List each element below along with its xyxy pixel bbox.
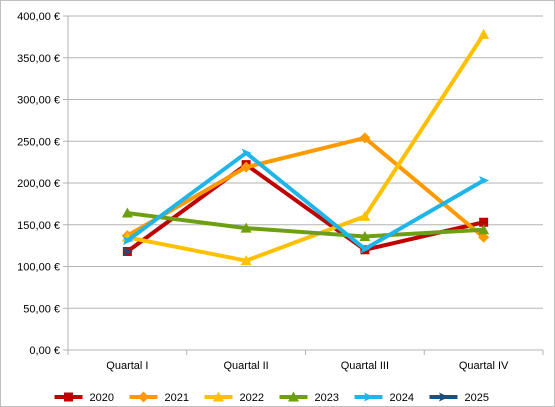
data-point — [241, 148, 252, 158]
legend-item: 2020 — [54, 392, 114, 404]
y-tick-label: 200,00 € — [17, 178, 60, 190]
y-tick-label: 150,00 € — [17, 220, 60, 232]
x-axis-ticks: Quartal I Quartal II Quartal III Quartal IV — [106, 360, 509, 372]
series-2023 — [121, 207, 490, 241]
data-point — [359, 230, 371, 241]
data-point — [479, 217, 489, 227]
legend-item: 2021 — [129, 391, 189, 404]
y-tick-label: 300,00 € — [17, 95, 60, 107]
series-line — [126, 150, 485, 251]
data-point — [478, 224, 490, 235]
data-point — [359, 210, 371, 221]
legend-swatch-marker — [213, 391, 224, 402]
data-point — [240, 161, 252, 173]
y-tick-label: 100,00 € — [17, 262, 60, 274]
legend-item: 2024 — [354, 392, 414, 404]
legend-label: 2024 — [390, 392, 414, 404]
data-point — [121, 207, 133, 218]
y-tick-label: 400,00 € — [17, 11, 60, 23]
legend-label: 2022 — [240, 392, 264, 404]
series-2021 — [121, 132, 490, 243]
x-tick-label: Quartal II — [224, 360, 269, 372]
legend-swatch-marker — [288, 391, 299, 402]
series-2022 — [121, 28, 490, 266]
legend-swatch-marker — [364, 392, 374, 402]
legend-item: 2023 — [279, 391, 339, 404]
axes — [63, 15, 544, 355]
legend-swatch-marker — [439, 392, 449, 402]
legend-item: 2022 — [204, 391, 264, 404]
legend: 2020 2021 2022 2023 2024 2025 — [54, 391, 489, 404]
legend-label: 2020 — [90, 392, 114, 404]
data-point — [240, 222, 252, 233]
data-point — [360, 244, 371, 254]
data-point — [122, 236, 133, 246]
y-axis-ticks: 0,00 € 50,00 € 100,00 € 150,00 € 200,00 € 250… — [17, 11, 60, 357]
legend-swatch-marker — [138, 391, 149, 403]
x-tick-label: Quartal I — [106, 360, 148, 372]
grid — [68, 15, 543, 309]
series-line — [127, 211, 484, 239]
legend-swatch-marker — [64, 392, 73, 402]
data-point — [240, 255, 252, 266]
data-point — [359, 132, 371, 144]
data-point — [478, 231, 490, 243]
legend-label: 2023 — [315, 392, 339, 404]
data-point — [122, 246, 133, 256]
series-2024 — [122, 148, 490, 254]
series-line — [126, 162, 485, 254]
x-tick-label: Quartal IV — [459, 360, 509, 372]
y-tick-label: 350,00 € — [17, 53, 60, 65]
x-tick-label: Quartal III — [341, 360, 389, 372]
series-line — [126, 135, 485, 239]
y-tick-label: 250,00 € — [17, 136, 60, 148]
series-2025 — [122, 246, 133, 256]
legend-label: 2021 — [165, 392, 189, 404]
legend-label: 2025 — [465, 392, 489, 404]
series — [121, 28, 490, 266]
y-tick-label: 0,00 € — [29, 345, 60, 357]
data-point — [478, 28, 490, 39]
data-point — [479, 175, 490, 185]
legend-item: 2025 — [429, 392, 489, 404]
series-line — [126, 33, 486, 263]
y-tick-label: 50,00 € — [23, 303, 60, 315]
